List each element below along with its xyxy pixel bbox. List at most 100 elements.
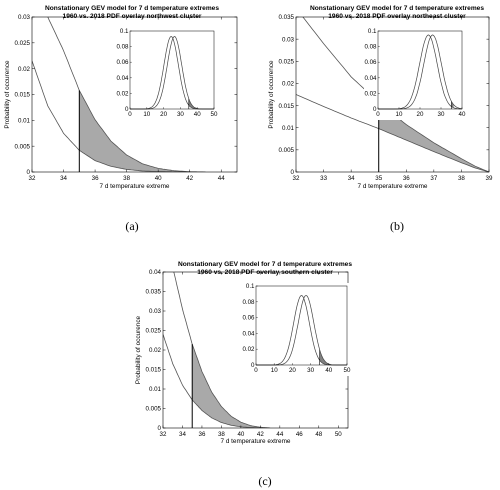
y-tick-label: 0 xyxy=(27,169,31,176)
y-tick-label: 0.005 xyxy=(279,147,295,154)
y-tick-label: 0.025 xyxy=(146,328,162,335)
y-tick-label: 0 xyxy=(158,425,162,432)
inset-y-tick-label: 0 xyxy=(125,106,129,113)
y-tick-label: 0.04 xyxy=(149,269,162,276)
x-axis-label: 7 d temperature extreme xyxy=(358,183,428,190)
inset-x-tick-label: 0 xyxy=(254,367,258,374)
inset-x-tick-label: 20 xyxy=(160,111,167,118)
chart-title: Nonstationary GEV model for 7 d temperat… xyxy=(178,261,352,268)
inset-y-tick-label: 0.02 xyxy=(116,90,129,97)
x-tick-label: 34 xyxy=(60,175,67,182)
chart-subtitle: 1960 vs. 2018 PDF overlay northwest clus… xyxy=(63,13,202,20)
inset-y-tick-label: 0.08 xyxy=(364,44,377,51)
inset-y-tick-label: 0.1 xyxy=(120,28,129,35)
inset-y-tick-label: 0.04 xyxy=(364,75,377,82)
x-tick-label: 40 xyxy=(237,431,244,438)
inset-x-tick-label: 50 xyxy=(211,111,218,118)
inset-x-tick-label: 30 xyxy=(307,367,314,374)
inset-y-tick-label: 0.06 xyxy=(364,59,377,66)
x-tick-label: 37 xyxy=(430,175,437,182)
x-tick-label: 38 xyxy=(123,175,130,182)
y-tick-label: 0.01 xyxy=(282,125,295,132)
x-tick-label: 38 xyxy=(458,175,465,182)
chart-northeast: Nonstationary GEV model for 7 d temperat… xyxy=(268,5,493,190)
inset-x-tick-label: 50 xyxy=(344,367,351,374)
inset-x-tick-label: 30 xyxy=(438,111,445,118)
x-tick-label: 36 xyxy=(199,431,206,438)
inset-x-tick-label: 40 xyxy=(459,111,466,118)
chart-subtitle: 1960 vs. 2018 PDF overlay southern clust… xyxy=(197,269,333,276)
inset-x-tick-label: 0 xyxy=(376,111,380,118)
caption-a: (a) xyxy=(125,219,138,233)
caption-c: (c) xyxy=(258,474,271,488)
x-tick-label: 34 xyxy=(348,175,355,182)
x-tick-label: 44 xyxy=(276,431,283,438)
y-tick-label: 0.03 xyxy=(149,308,162,315)
y-tick-label: 0.03 xyxy=(18,14,31,21)
inset-background xyxy=(364,28,466,120)
x-tick-label: 46 xyxy=(296,431,303,438)
inset-x-tick-label: 10 xyxy=(271,367,278,374)
inset-y-tick-label: 0.04 xyxy=(116,75,129,82)
inset-y-tick-label: 0.1 xyxy=(368,28,377,35)
y-tick-label: 0.005 xyxy=(15,143,31,150)
inset-frame xyxy=(255,285,348,366)
series-line-1 xyxy=(296,94,489,172)
y-tick-label: 0 xyxy=(291,169,295,176)
y-tick-label: 0.025 xyxy=(15,40,31,47)
y-tick-label: 0.03 xyxy=(282,36,295,43)
x-tick-label: 36 xyxy=(403,175,410,182)
inset-y-tick-label: 0.06 xyxy=(242,315,255,322)
x-axis-label: 7 d temperature extreme xyxy=(221,438,291,445)
y-axis-label: Probability of occurence xyxy=(268,60,275,129)
inset-x-tick-label: 40 xyxy=(325,367,332,374)
inset-y-tick-label: 0.08 xyxy=(242,299,255,306)
caption-b: (b) xyxy=(390,219,404,233)
x-tick-label: 36 xyxy=(92,175,99,182)
inset-y-tick-label: 0.06 xyxy=(116,59,129,66)
inset-x-tick-label: 40 xyxy=(194,111,201,118)
y-tick-label: 0.01 xyxy=(18,118,31,125)
chart-title: Nonstationary GEV model for 7 d temperat… xyxy=(45,5,219,12)
y-tick-label: 0.005 xyxy=(146,406,162,413)
x-tick-label: 44 xyxy=(218,175,225,182)
inset-y-tick-label: 0.02 xyxy=(364,90,377,97)
y-tick-label: 0.02 xyxy=(149,347,162,354)
y-tick-label: 0.02 xyxy=(18,66,31,73)
inset-chart: 0 10 20 30 40 50 0 0.02 0.04 0.06 0.08 0.1 xyxy=(242,283,351,376)
x-tick-label: 33 xyxy=(320,175,327,182)
inset-background xyxy=(116,28,218,120)
inset-y-tick-label: 0 xyxy=(373,106,377,113)
chart-title: Nonstationary GEV model for 7 d temperat… xyxy=(310,5,484,12)
x-tick-label: 40 xyxy=(155,175,162,182)
inset-shaded-area xyxy=(451,101,454,108)
y-tick-label: 0.025 xyxy=(279,58,295,65)
chart-subtitle: 1960 vs. 2018 PDF overlay northeast clus… xyxy=(328,13,466,20)
shaded-exceedance-area xyxy=(79,90,206,172)
inset-x-tick-label: 20 xyxy=(289,367,296,374)
x-tick-label: 35 xyxy=(375,175,382,182)
y-axis-label: Probability of occurence xyxy=(4,60,11,129)
inset-y-tick-label: 0.08 xyxy=(116,44,129,51)
x-tick-label: 39 xyxy=(486,175,493,182)
inset-y-tick-label: 0.04 xyxy=(242,330,255,337)
x-tick-label: 34 xyxy=(179,431,186,438)
x-tick-label: 50 xyxy=(335,431,342,438)
x-tick-label: 32 xyxy=(160,431,167,438)
x-tick-label: 48 xyxy=(315,431,322,438)
chart-southern: Nonstationary GEV model for 7 d temperat… xyxy=(135,261,352,445)
series-line-1 xyxy=(163,334,261,428)
inset-chart: 0 10 20 30 40 0 0.02 0.04 0.06 0.08 0.1 xyxy=(364,28,466,120)
x-tick-label: 42 xyxy=(257,431,264,438)
x-tick-label: 32 xyxy=(293,175,300,182)
y-tick-label: 0.035 xyxy=(146,289,162,296)
y-tick-label: 0.02 xyxy=(282,81,295,88)
inset-x-tick-label: 0 xyxy=(128,111,132,118)
inset-y-tick-label: 0 xyxy=(251,362,255,369)
chart-northwest: Nonstationary GEV model for 7 d temperat… xyxy=(4,5,238,190)
x-tick-label: 38 xyxy=(218,431,225,438)
inset-y-tick-label: 0.02 xyxy=(242,346,255,353)
y-tick-label: 0.035 xyxy=(279,14,295,21)
y-axis-label: Probability of occurence xyxy=(135,315,142,384)
